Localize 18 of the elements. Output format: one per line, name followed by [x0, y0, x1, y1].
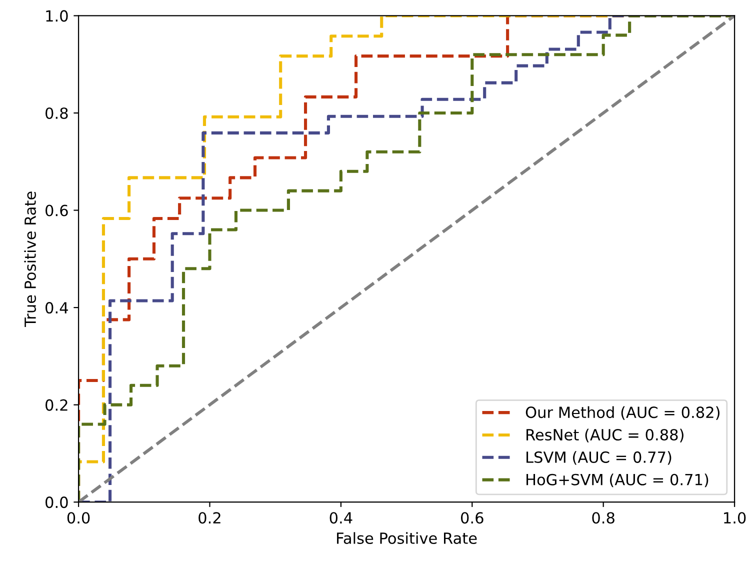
y-axis-title: True Positive Rate	[24, 192, 36, 327]
y-tick-label: 0.6	[46, 204, 68, 216]
y-tick-label: 0.4	[46, 302, 68, 314]
x-tick-label: 0.2	[198, 512, 220, 524]
y-tick-label: 0.2	[46, 399, 68, 411]
y-tick-label: 0.0	[46, 496, 68, 508]
x-tick-label: 1.0	[724, 512, 746, 524]
x-tick-label: 0.4	[330, 512, 352, 524]
x-tick-label: 0.6	[460, 512, 484, 524]
y-tick-label: 1.0	[46, 10, 68, 22]
legend-label: ResNet (AUC = 0.88)	[526, 428, 684, 442]
legend-label: Our Method (AUC = 0.82)	[526, 406, 720, 420]
legend-label: HoG+SVM (AUC = 0.71)	[526, 474, 708, 488]
legend-label: LSVM (AUC = 0.77)	[526, 451, 672, 465]
x-tick-label: 0.8	[592, 512, 614, 524]
x-tick-label: 0.0	[67, 512, 90, 524]
x-axis-title: False Positive Rate	[337, 532, 477, 544]
y-tick-label: 0.8	[46, 107, 68, 120]
